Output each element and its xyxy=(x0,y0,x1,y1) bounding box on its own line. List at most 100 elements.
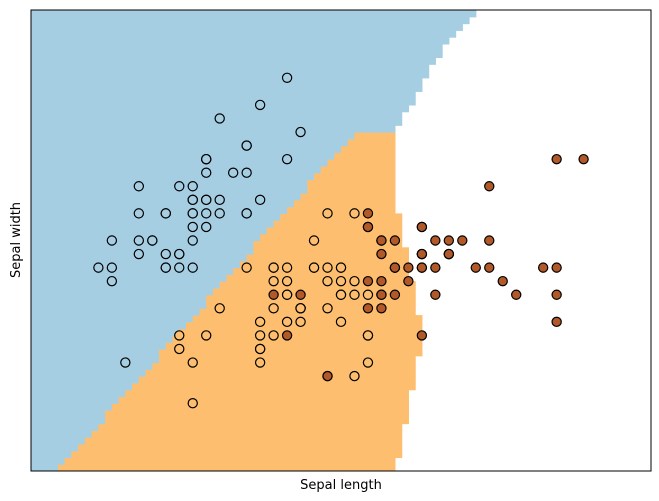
region-cell-class-0 xyxy=(31,23,463,31)
data-point-class-0 xyxy=(120,357,131,368)
region-cell-class-0 xyxy=(31,64,430,72)
data-point-class-2 xyxy=(416,221,428,233)
data-point-class-0 xyxy=(254,99,266,111)
data-point-class-2 xyxy=(416,248,428,260)
region-cell-class-0 xyxy=(31,43,443,52)
region-cell-class-1 xyxy=(159,348,423,357)
data-point-class-1 xyxy=(362,357,374,368)
data-point-class-0 xyxy=(106,235,118,246)
region-cell-class-0 xyxy=(31,179,308,187)
region-cell-class-0 xyxy=(31,125,396,133)
region-cell-class-0 xyxy=(31,104,409,113)
data-point-class-0 xyxy=(241,208,252,219)
data-point-class-0 xyxy=(201,194,212,206)
data-point-class-2 xyxy=(403,262,414,273)
region-cell-class-0 xyxy=(31,382,133,391)
data-point-class-2 xyxy=(430,262,441,273)
data-point-class-1 xyxy=(349,208,360,219)
region-cell-class-0 xyxy=(31,308,201,316)
region-cell-class-1 xyxy=(273,220,403,228)
data-point-class-0 xyxy=(187,221,198,233)
region-cell-class-0 xyxy=(31,274,228,282)
data-point-class-2 xyxy=(416,262,428,273)
region-cell-class-0 xyxy=(31,328,180,337)
data-point-class-1 xyxy=(281,262,293,273)
data-point-class-1 xyxy=(322,275,333,287)
data-point-class-0 xyxy=(133,248,145,260)
region-cell-class-1 xyxy=(219,281,416,289)
data-point-class-2 xyxy=(484,181,495,192)
region-cell-class-0 xyxy=(31,416,106,425)
region-cell-class-1 xyxy=(199,308,416,316)
region-cell-class-0 xyxy=(31,369,147,377)
region-cell-class-0 xyxy=(31,348,160,357)
region-cell-class-1 xyxy=(300,193,396,201)
data-point-class-0 xyxy=(241,167,252,178)
region-cell-class-1 xyxy=(341,145,396,153)
region-cell-class-1 xyxy=(206,301,416,309)
region-cell-class-0 xyxy=(31,10,477,11)
data-point-class-0 xyxy=(254,194,266,206)
region-cell-class-0 xyxy=(31,430,93,438)
data-point-class-0 xyxy=(160,208,171,219)
data-point-class-2 xyxy=(484,262,495,273)
data-point-class-0 xyxy=(106,262,118,273)
region-cell-class-0 xyxy=(31,450,73,459)
data-point-class-1 xyxy=(254,343,266,355)
data-point-class-1 xyxy=(295,303,306,314)
region-cell-class-0 xyxy=(31,281,221,289)
region-cell-class-0 xyxy=(31,226,268,235)
data-point-class-0 xyxy=(281,72,293,83)
region-cell-class-0 xyxy=(31,16,470,25)
data-point-class-0 xyxy=(214,113,225,124)
region-cell-class-1 xyxy=(307,179,396,187)
data-point-class-2 xyxy=(295,289,306,300)
region-cell-class-0 xyxy=(31,464,59,471)
region-cell-class-0 xyxy=(31,342,167,350)
data-point-class-1 xyxy=(308,235,320,246)
region-cell-class-1 xyxy=(125,389,409,398)
region-cell-class-0 xyxy=(31,301,207,309)
region-cell-class-1 xyxy=(314,172,396,181)
data-point-class-1 xyxy=(187,398,198,409)
region-cell-class-1 xyxy=(192,315,423,323)
region-cell-class-1 xyxy=(98,423,403,431)
data-point-class-1 xyxy=(281,316,293,328)
region-cell-class-0 xyxy=(31,294,207,303)
data-point-class-2 xyxy=(443,235,455,246)
data-point-class-2 xyxy=(430,289,441,300)
region-cell-class-1 xyxy=(145,369,416,377)
region-cell-class-0 xyxy=(31,71,430,79)
region-cell-class-0 xyxy=(31,77,423,86)
data-point-class-1 xyxy=(335,262,347,273)
region-cell-class-0 xyxy=(31,409,106,418)
data-point-class-0 xyxy=(174,181,185,192)
region-cell-class-1 xyxy=(307,186,396,194)
data-point-class-1 xyxy=(187,357,198,368)
region-cell-class-1 xyxy=(280,213,403,221)
region-cell-class-1 xyxy=(206,294,416,303)
region-cell-class-0 xyxy=(31,37,450,45)
data-point-class-0 xyxy=(187,181,198,192)
data-point-class-0 xyxy=(214,208,225,219)
data-point-class-2 xyxy=(376,303,387,314)
data-point-class-0 xyxy=(133,181,145,192)
data-point-class-0 xyxy=(187,194,198,206)
region-cell-class-1 xyxy=(159,355,416,364)
data-point-class-2 xyxy=(551,262,562,273)
region-cell-class-0 xyxy=(31,362,153,370)
data-point-class-1 xyxy=(254,316,266,328)
data-point-class-1 xyxy=(322,303,333,314)
data-point-class-1 xyxy=(281,289,293,300)
data-point-class-2 xyxy=(389,262,401,273)
data-point-class-1 xyxy=(295,316,306,328)
data-point-class-2 xyxy=(376,248,387,260)
data-point-class-0 xyxy=(227,167,239,178)
region-cell-class-1 xyxy=(84,437,403,445)
region-cell-class-0 xyxy=(31,389,126,398)
region-cell-class-0 xyxy=(31,206,288,214)
data-point-class-2 xyxy=(362,208,374,219)
region-cell-class-0 xyxy=(31,193,302,201)
data-point-class-1 xyxy=(254,357,266,368)
region-cell-class-1 xyxy=(91,430,403,438)
